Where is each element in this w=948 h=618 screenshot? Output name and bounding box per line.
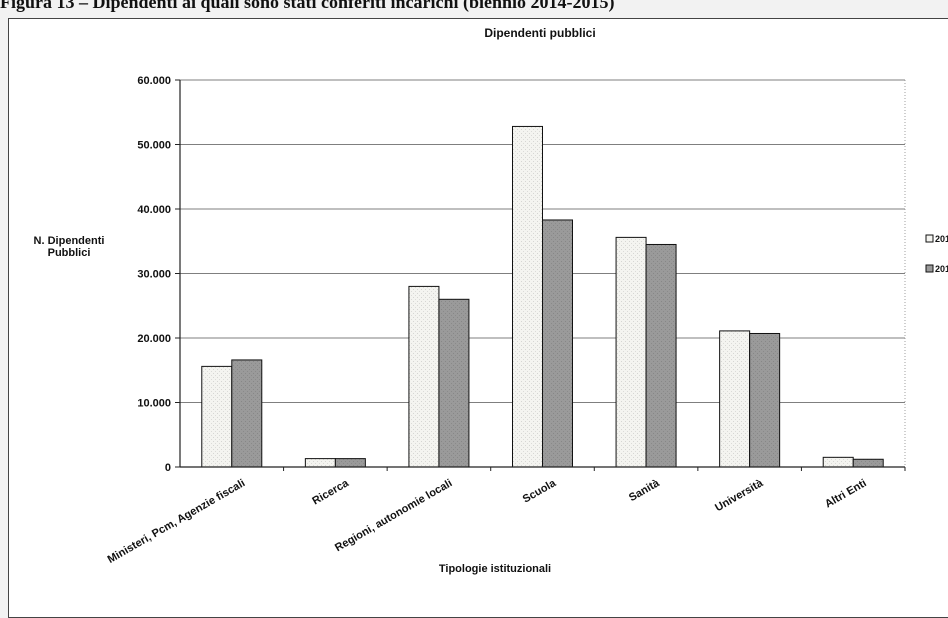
x-tick-label: Sanità [627, 477, 662, 504]
legend-label: 201 [935, 264, 948, 274]
x-tick-label: Ricerca [310, 477, 351, 508]
y-tick-label: 30.000 [137, 269, 171, 281]
y-tick-label: 20.000 [137, 333, 171, 345]
bar-texture [646, 244, 677, 467]
legend-label: 201 [935, 234, 948, 244]
x-tick-label: Università [713, 477, 766, 514]
bar-texture [749, 333, 780, 467]
bar-texture [335, 458, 366, 467]
bar-texture [305, 458, 336, 467]
bar-texture [438, 299, 469, 467]
figure-caption: Figura 13 – Dipendenti ai quali sono sta… [0, 0, 615, 12]
y-tick-label: 10.000 [137, 398, 171, 410]
x-tick-label: Scuola [521, 477, 559, 506]
y-axis-title: N. Dipendenti Pubblici [34, 235, 105, 259]
x-tick-label: Altri Enti [823, 477, 869, 510]
x-tick-label: Ministeri, Pcm, Agenzie fiscali [106, 477, 248, 566]
y-tick-label: 60.000 [137, 75, 171, 87]
y-tick-label: 50.000 [137, 140, 171, 152]
bar-texture [719, 330, 750, 467]
bar-texture [616, 237, 647, 467]
bar-texture [201, 366, 232, 467]
chart-title: Dipendenti pubblici [484, 26, 595, 40]
y-tick-label: 0 [165, 462, 171, 474]
bar-texture [408, 286, 439, 467]
x-axis-title: Tipologie istituzionali [439, 563, 551, 575]
legend-swatch [925, 234, 934, 243]
bar-texture [823, 457, 854, 467]
bar-texture [542, 219, 573, 467]
bar-texture [512, 126, 543, 467]
x-tick-label: Regioni, autonomie locali [333, 477, 454, 554]
bar-texture [853, 459, 884, 467]
legend-swatch [925, 264, 934, 273]
y-tick-label: 40.000 [137, 204, 171, 216]
bar-texture [231, 359, 262, 467]
